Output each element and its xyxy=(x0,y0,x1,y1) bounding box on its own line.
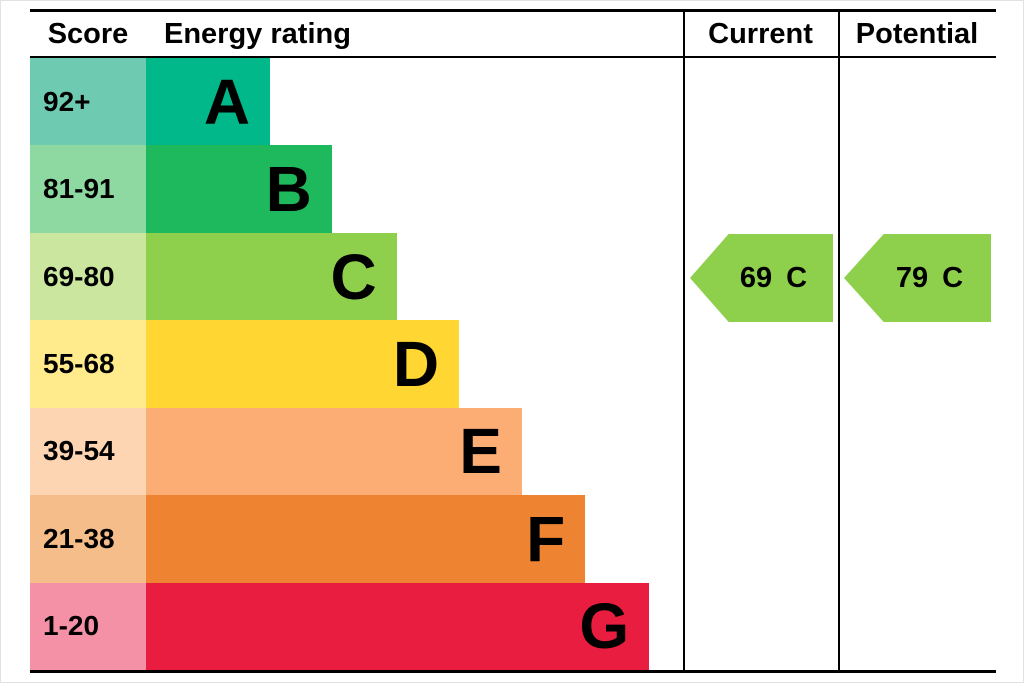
band-letter: D xyxy=(392,327,440,400)
band-row: 21-38 F xyxy=(30,495,683,583)
band-score: 81-91 xyxy=(30,145,146,233)
band-row: 81-91 B xyxy=(30,145,683,233)
potential-score-value: 79 xyxy=(895,261,929,294)
header-score: Score xyxy=(47,17,129,50)
band-letter: F xyxy=(526,502,566,575)
header-energy-rating: Energy rating xyxy=(164,17,351,50)
header-row: Score Energy rating Current Potential xyxy=(30,12,996,58)
band-bar: F xyxy=(146,495,586,583)
band-list: 92+ A 81-91 B 69-80 xyxy=(30,58,683,670)
band-score: 39-54 xyxy=(30,407,146,496)
band-bar-area: B xyxy=(146,145,683,233)
band-bar-area: C xyxy=(146,232,683,321)
band-bar: G xyxy=(146,582,650,670)
band-row: 69-80 C xyxy=(30,232,683,321)
band-score: 55-68 xyxy=(30,320,146,408)
band-score: 69-80 xyxy=(30,232,146,321)
band-score: 21-38 xyxy=(30,495,146,583)
band-bar-area: E xyxy=(146,407,683,496)
band-letter: A xyxy=(203,65,251,138)
band-letter: G xyxy=(579,590,630,663)
band-bar-area: D xyxy=(146,320,683,408)
current-rating-arrow: 69 C xyxy=(690,234,833,322)
divider-potential-column xyxy=(838,12,840,670)
band-row: 92+ A xyxy=(30,58,683,146)
divider-current-column xyxy=(683,12,685,670)
potential-rating-arrow: 79 C xyxy=(844,234,991,322)
band-letter: B xyxy=(265,153,312,226)
band-bar: B xyxy=(146,145,332,233)
band-bar: E xyxy=(146,407,522,496)
band-bar: C xyxy=(146,232,397,321)
header-potential: Potential xyxy=(855,17,979,50)
band-letter: E xyxy=(459,415,502,488)
current-rating-letter: C xyxy=(786,261,808,294)
band-bar-area: A xyxy=(146,58,683,146)
band-score: 92+ xyxy=(30,58,146,146)
current-score-value: 69 xyxy=(739,261,773,294)
band-score: 1-20 xyxy=(30,582,146,670)
band-row: 39-54 E xyxy=(30,407,683,496)
band-row: 55-68 D xyxy=(30,320,683,408)
band-bar: A xyxy=(146,58,271,146)
potential-rating-letter: C xyxy=(942,261,964,294)
band-row: 1-20 G xyxy=(30,582,683,670)
band-bar: D xyxy=(146,320,460,408)
header-current: Current xyxy=(708,17,813,50)
band-bar-area: F xyxy=(146,495,683,583)
band-letter: C xyxy=(330,240,377,313)
band-bar-area: G xyxy=(146,582,683,670)
epc-table: Score Energy rating Current Potential 92… xyxy=(30,9,996,673)
